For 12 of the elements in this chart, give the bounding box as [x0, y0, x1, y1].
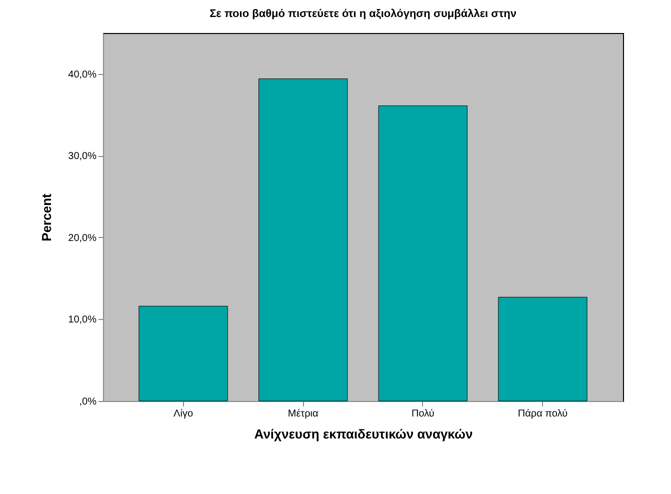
- chart-title: Σε ποιο βαθμό πιστεύετε ότι η αξιολόγηση συμβάλλει στην: [210, 8, 516, 20]
- y-axis-title: Percent: [39, 192, 54, 242]
- y-tick-label: ,0%: [79, 396, 97, 408]
- x-tick-label: Λίγο: [174, 408, 194, 420]
- y-tick-label: 40,0%: [68, 69, 97, 80]
- x-tick-label: Πάρα πολύ: [518, 408, 568, 420]
- y-tick-label: 20,0%: [68, 232, 97, 244]
- y-tick-label: 10,0%: [68, 314, 97, 326]
- x-tick-label: Μέτρια: [288, 408, 319, 420]
- x-axis-title: Ανίχνευση εκπαιδευτικών αναγκών: [254, 426, 473, 442]
- y-tick-label: 30,0%: [68, 151, 97, 162]
- x-tick-label: Πολύ: [411, 408, 434, 420]
